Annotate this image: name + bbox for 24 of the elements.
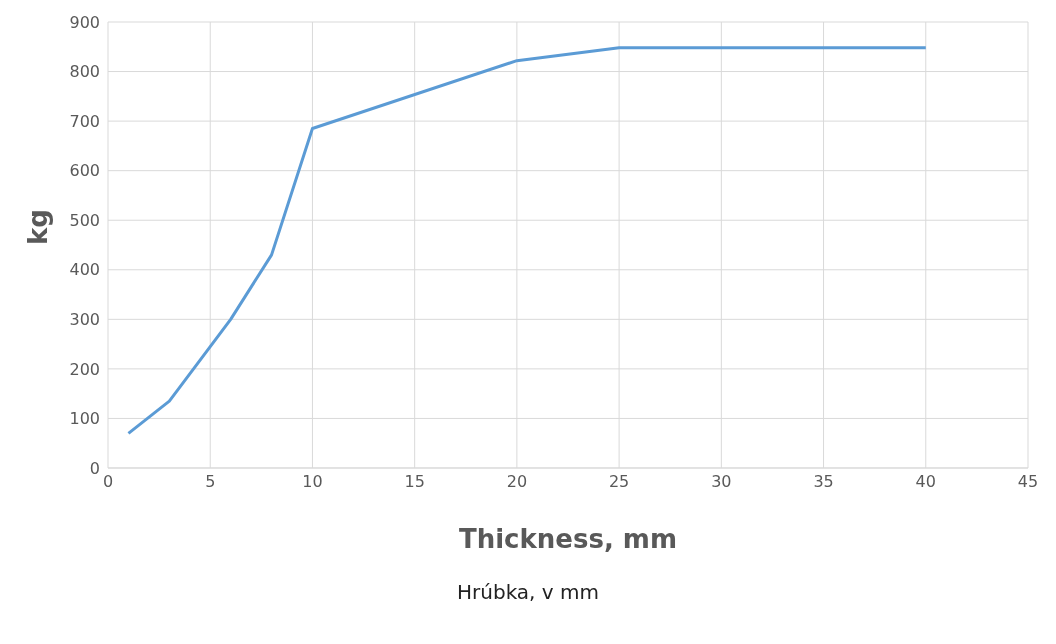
y-tick-label: 600 <box>69 161 100 181</box>
x-tick-label: 10 <box>302 472 323 492</box>
y-tick-label: 100 <box>69 409 100 429</box>
y-tick-label: 0 <box>89 458 100 478</box>
y-tick-label: 800 <box>69 62 100 82</box>
y-tick-label: 500 <box>69 210 100 230</box>
text: Hrúbka, v mm <box>456 580 600 604</box>
x-tick-label: 40 <box>915 472 936 492</box>
y-tick-label: 900 <box>69 12 100 32</box>
y-axis-title: kg <box>23 209 54 245</box>
x-tick-label: 20 <box>506 472 528 492</box>
x-axis-title: Thickness, mm <box>458 524 678 554</box>
line-series <box>126 46 928 435</box>
x-tick-label: 45 <box>1017 472 1039 492</box>
x-tick-label: 25 <box>608 472 630 492</box>
x-tick-label: 15 <box>404 472 425 492</box>
x-tick-label: 35 <box>813 472 834 492</box>
y-tick-label: 700 <box>69 111 100 131</box>
y-tick-label: 200 <box>69 359 100 379</box>
x-tick-label: 5 <box>205 472 216 492</box>
y-tick-label: 300 <box>69 310 100 330</box>
x-tick-label: 30 <box>711 472 732 492</box>
y-tick-label: 400 <box>69 260 100 280</box>
x-tick-label: 0 <box>102 472 114 492</box>
